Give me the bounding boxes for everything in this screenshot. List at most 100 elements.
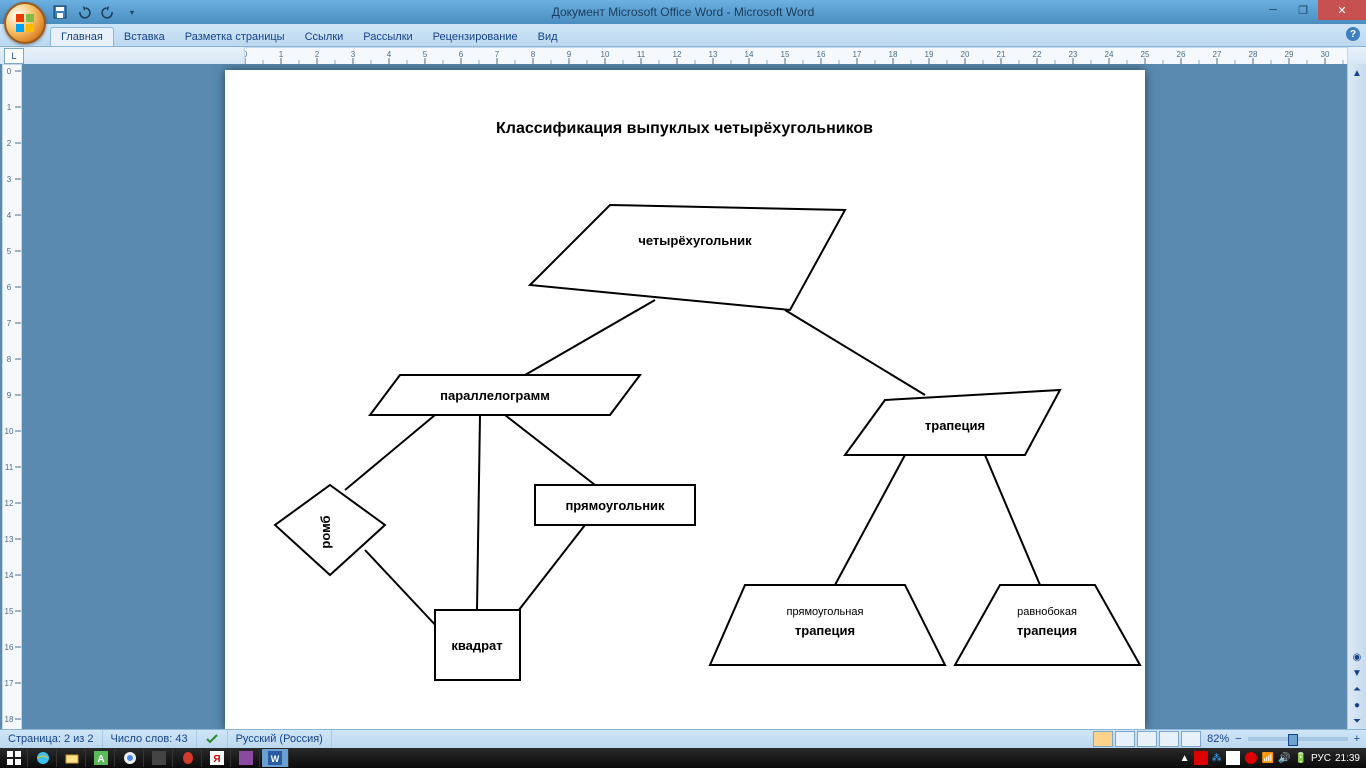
svg-text:равнобокая: равнобокая [1017,606,1077,618]
ribbon-tab-layout[interactable]: Разметка страницы [175,28,295,46]
taskbar-opera-icon[interactable] [175,749,202,767]
view-outline-button[interactable] [1159,731,1179,747]
svg-text:16: 16 [817,50,826,59]
diagram-canvas: четырёхугольникпараллелограммтрапецияром… [225,110,1145,730]
ribbon-tab-review[interactable]: Рецензирование [423,28,528,46]
svg-text:трапеция: трапеция [1016,623,1076,638]
zoom-value[interactable]: 82% [1207,733,1229,745]
tray-language[interactable]: РУС [1311,753,1331,764]
close-button[interactable]: ✕ [1318,0,1366,20]
qat-dropdown-icon[interactable]: ▾ [122,3,142,21]
tray-av-icon[interactable] [1244,751,1258,765]
document-area: 0123456789101112131415161718 Классификац… [0,64,1366,730]
svg-text:9: 9 [567,50,572,59]
help-icon[interactable]: ? [1346,27,1360,41]
zoom-out-button[interactable]: − [1235,733,1241,745]
scroll-up-icon[interactable]: ▲ [1350,66,1364,80]
maximize-button[interactable]: ❐ [1288,0,1318,20]
svg-text:23: 23 [1069,50,1078,59]
minimize-button[interactable]: ─ [1258,0,1288,20]
taskbar-app3-icon[interactable] [233,749,260,767]
taskbar-yandex-icon[interactable]: Я [204,749,231,767]
svg-text:30: 30 [1321,50,1330,59]
tray-network-icon[interactable]: 📶 [1262,753,1274,764]
svg-text:19: 19 [925,50,934,59]
ribbon-tab-mailings[interactable]: Рассылки [353,28,422,46]
save-icon[interactable] [50,3,70,21]
browse-up-icon[interactable]: ⏶ [1350,682,1364,696]
svg-text:11: 11 [637,50,646,59]
svg-text:20: 20 [961,50,970,59]
tray-clock[interactable]: 21:39 [1335,753,1360,764]
document-page[interactable]: Классификация выпуклых четырёхугольников… [225,70,1145,730]
svg-text:21: 21 [997,50,1006,59]
svg-text:5: 5 [423,50,428,59]
svg-text:17: 17 [5,679,14,688]
svg-text:10: 10 [5,427,14,436]
taskbar-word-icon[interactable]: W [262,749,289,767]
view-draft-button[interactable] [1181,731,1201,747]
ribbon-tab-insert[interactable]: Вставка [114,28,175,46]
svg-text:18: 18 [5,715,14,724]
status-proofing[interactable] [197,730,228,748]
window-title: Документ Microsoft Office Word - Microso… [552,5,815,19]
view-fullscreen-button[interactable] [1115,731,1135,747]
tray-bluetooth-icon[interactable]: ⁂ [1212,753,1222,764]
horizontal-ruler[interactable]: 0123456789101112131415161718192021222324… [244,47,1348,65]
status-language[interactable]: Русский (Россия) [228,730,332,748]
ribbon-tab-view[interactable]: Вид [528,28,568,46]
undo-icon[interactable] [74,3,94,21]
svg-text:2: 2 [7,139,12,148]
browse-down-icon[interactable]: ⏷ [1350,714,1364,728]
tray-expand-icon[interactable]: ▲ [1180,753,1190,764]
svg-text:A: A [97,754,104,765]
status-bar: Страница: 2 из 2 Число слов: 43 Русский … [0,729,1366,748]
svg-text:13: 13 [5,535,14,544]
taskbar-app2-icon[interactable] [146,749,173,767]
status-page[interactable]: Страница: 2 из 2 [0,730,103,748]
tray-flag-icon[interactable] [1226,751,1240,765]
taskbar-chrome-icon[interactable] [117,749,144,767]
zoom-in-button[interactable]: + [1354,733,1360,745]
taskbar: A Я W ▲ ⁂ 📶 🔊 🔋 РУС 21:39 [0,748,1366,768]
ribbon-tabs: Главная Вставка Разметка страницы Ссылки… [0,24,1366,47]
svg-text:17: 17 [853,50,862,59]
vruler-ticks: 0123456789101112131415161718 [3,65,21,725]
svg-text:3: 3 [7,175,12,184]
view-print-layout-button[interactable] [1093,731,1113,747]
svg-text:28: 28 [1249,50,1258,59]
svg-text:15: 15 [5,607,14,616]
redo-icon[interactable] [98,3,118,21]
svg-text:4: 4 [7,211,12,220]
svg-text:W: W [271,754,280,764]
zoom-thumb[interactable] [1288,734,1298,746]
prev-page-icon[interactable]: ◉ [1350,650,1364,664]
svg-text:18: 18 [889,50,898,59]
browse-object-icon[interactable]: ● [1350,698,1364,712]
ruler-ticks: 0123456789101112131415161718192021222324… [245,48,1345,64]
svg-text:15: 15 [781,50,790,59]
view-web-button[interactable] [1137,731,1157,747]
vertical-ruler[interactable]: 0123456789101112131415161718 [2,64,22,730]
svg-text:ромб: ромб [318,515,333,548]
ribbon-tab-home[interactable]: Главная [50,27,114,46]
office-button[interactable] [4,2,46,44]
scroll-down-icon[interactable]: ▼ [1350,666,1364,680]
ribbon-tab-references[interactable]: Ссылки [295,28,354,46]
svg-text:прямоугольная: прямоугольная [786,606,863,618]
taskbar-explorer-icon[interactable] [59,749,86,767]
taskbar-app1-icon[interactable]: A [88,749,115,767]
tray-volume-icon[interactable]: 🔊 [1278,753,1290,764]
svg-text:22: 22 [1033,50,1042,59]
zoom-slider[interactable] [1248,737,1348,741]
svg-text:1: 1 [279,50,284,59]
tray-battery-icon[interactable]: 🔋 [1294,753,1306,764]
svg-text:6: 6 [7,283,12,292]
vertical-scrollbar[interactable]: ▲ ◉ ▼ ⏶ ● ⏷ [1347,64,1366,730]
svg-text:прямоугольник: прямоугольник [565,498,665,513]
start-button[interactable] [1,749,28,767]
taskbar-ie-icon[interactable] [30,749,57,767]
status-words[interactable]: Число слов: 43 [103,730,197,748]
tray-avira-icon[interactable] [1194,751,1208,765]
tab-stop-button[interactable]: L [4,48,24,64]
